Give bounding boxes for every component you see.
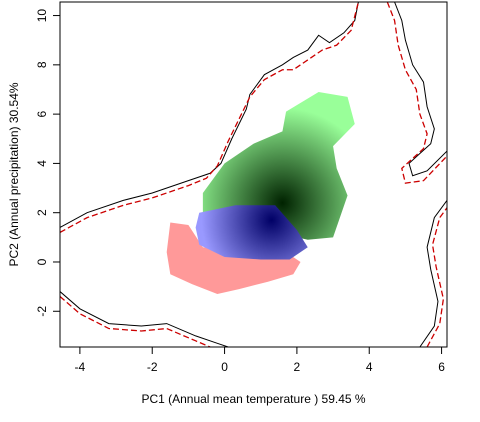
- contour-line-1: [60, 2, 359, 228]
- y-tick-label: -2: [35, 306, 49, 317]
- contour-line-5: [60, 291, 229, 347]
- x-tick-label: -4: [75, 360, 86, 374]
- contour-line-4: [386, 2, 447, 184]
- y-tick-label: 0: [35, 258, 49, 265]
- contour-line-2: [60, 2, 360, 233]
- x-axis: -4 -2 0 2 4 6: [75, 347, 445, 374]
- y-axis: -2 0 2 4 6 8 10: [35, 9, 60, 317]
- density-region-3: [195, 205, 308, 260]
- y-tick-label: 4: [35, 160, 49, 167]
- x-tick-label: -2: [147, 360, 158, 374]
- plot-frame: [59, 1, 448, 348]
- x-axis-label: PC1 (Annual mean temperature ) 59.45 %: [141, 392, 365, 406]
- density-region-1: [166, 222, 301, 295]
- x-tick-label: 2: [294, 360, 301, 374]
- x-tick-label: 4: [366, 360, 373, 374]
- contour-line-7: [419, 200, 447, 347]
- contour-line-6: [60, 295, 211, 347]
- contour-line-3: [394, 2, 447, 177]
- density-region-2: [202, 91, 355, 240]
- y-tick-label: 8: [35, 61, 49, 68]
- density-regions: [166, 91, 355, 295]
- x-tick-label: 6: [438, 360, 445, 374]
- contour-line-8: [426, 207, 447, 347]
- y-tick-label: 10: [35, 9, 49, 23]
- contour-lines: [60, 2, 447, 347]
- x-tick-label: 0: [221, 360, 228, 374]
- y-tick-label: 6: [35, 110, 49, 117]
- y-tick-label: 2: [35, 209, 49, 216]
- plot-area: [60, 2, 447, 347]
- y-axis-label: PC2 (Annual precipitation) 30.54%: [7, 82, 21, 266]
